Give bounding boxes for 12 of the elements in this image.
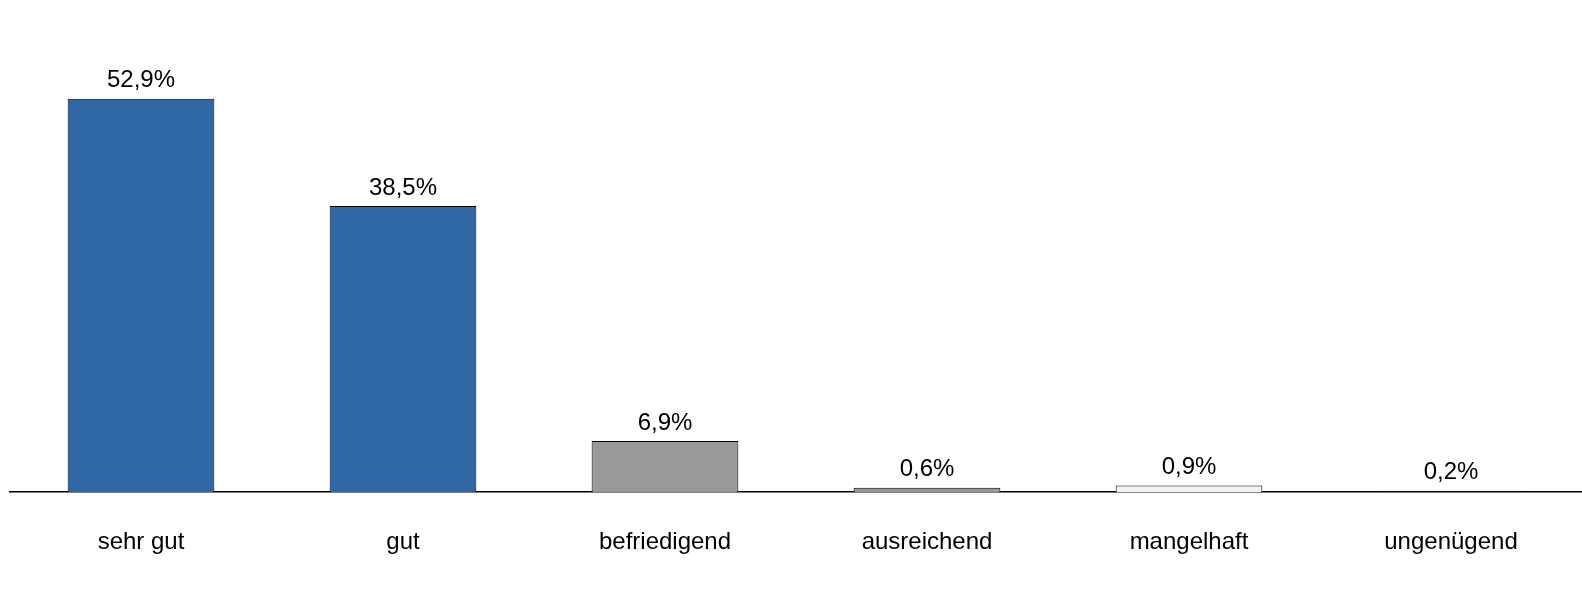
- x-tick-label: ausreichend: [861, 527, 993, 555]
- data-label: 52,9%: [106, 65, 176, 93]
- data-label: 0,9%: [1161, 452, 1217, 480]
- x-tick-label: ungenügend: [1384, 527, 1518, 555]
- data-label: 0,2%: [1423, 457, 1479, 485]
- data-label: 6,9%: [637, 407, 693, 435]
- x-tick-label: befriedigend: [598, 527, 732, 555]
- x-tick-label: mangelhaft: [1129, 527, 1249, 555]
- x-tick-label: gut: [386, 527, 421, 555]
- data-label: 0,6%: [899, 454, 955, 482]
- x-tick-label: sehr gut: [97, 527, 185, 555]
- data-label: 38,5%: [368, 172, 438, 200]
